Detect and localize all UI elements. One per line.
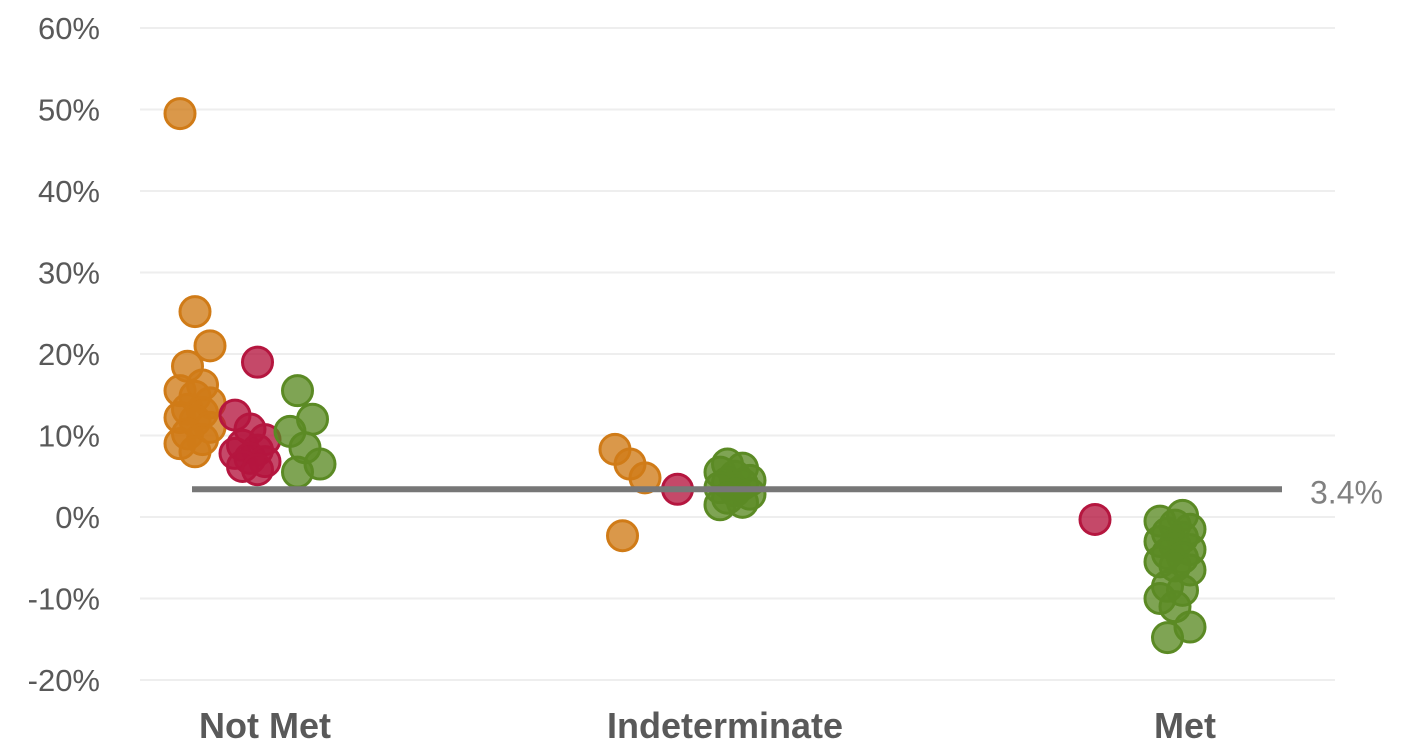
x-tick-label: Not Met (199, 705, 331, 746)
data-point (163, 97, 197, 131)
y-tick-label: -20% (28, 663, 100, 698)
y-tick-label: 20% (38, 337, 100, 372)
y-tick-label: 10% (38, 419, 100, 454)
x-axis-tick-labels: Not Met Indeterminate Met (199, 705, 1216, 746)
y-tick-label: 0% (55, 500, 100, 535)
data-point (281, 455, 314, 489)
reference-line-group: 3.4% (192, 474, 1383, 510)
y-tick-label: 30% (38, 256, 100, 291)
x-tick-label: Indeterminate (607, 705, 843, 746)
data-point (1151, 621, 1184, 655)
data-points (163, 97, 1207, 655)
data-point (1078, 502, 1112, 536)
y-tick-label: -10% (28, 582, 100, 617)
y-tick-label: 40% (38, 174, 100, 209)
data-point (703, 488, 737, 522)
x-tick-label: Met (1154, 705, 1216, 746)
data-point (628, 461, 662, 495)
data-point (178, 435, 212, 469)
y-tick-label: 60% (38, 11, 100, 46)
data-point (178, 295, 212, 329)
data-point (241, 345, 274, 379)
reference-line-label: 3.4% (1310, 474, 1383, 510)
data-point (193, 329, 227, 363)
data-point (241, 453, 274, 487)
data-point (281, 374, 314, 408)
data-point (606, 519, 639, 553)
y-axis-tick-labels: -20% -10% 0% 10% 20% 30% 40% 50% 60% (28, 11, 100, 698)
y-tick-label: 50% (38, 93, 100, 128)
gridlines (140, 27, 1335, 681)
